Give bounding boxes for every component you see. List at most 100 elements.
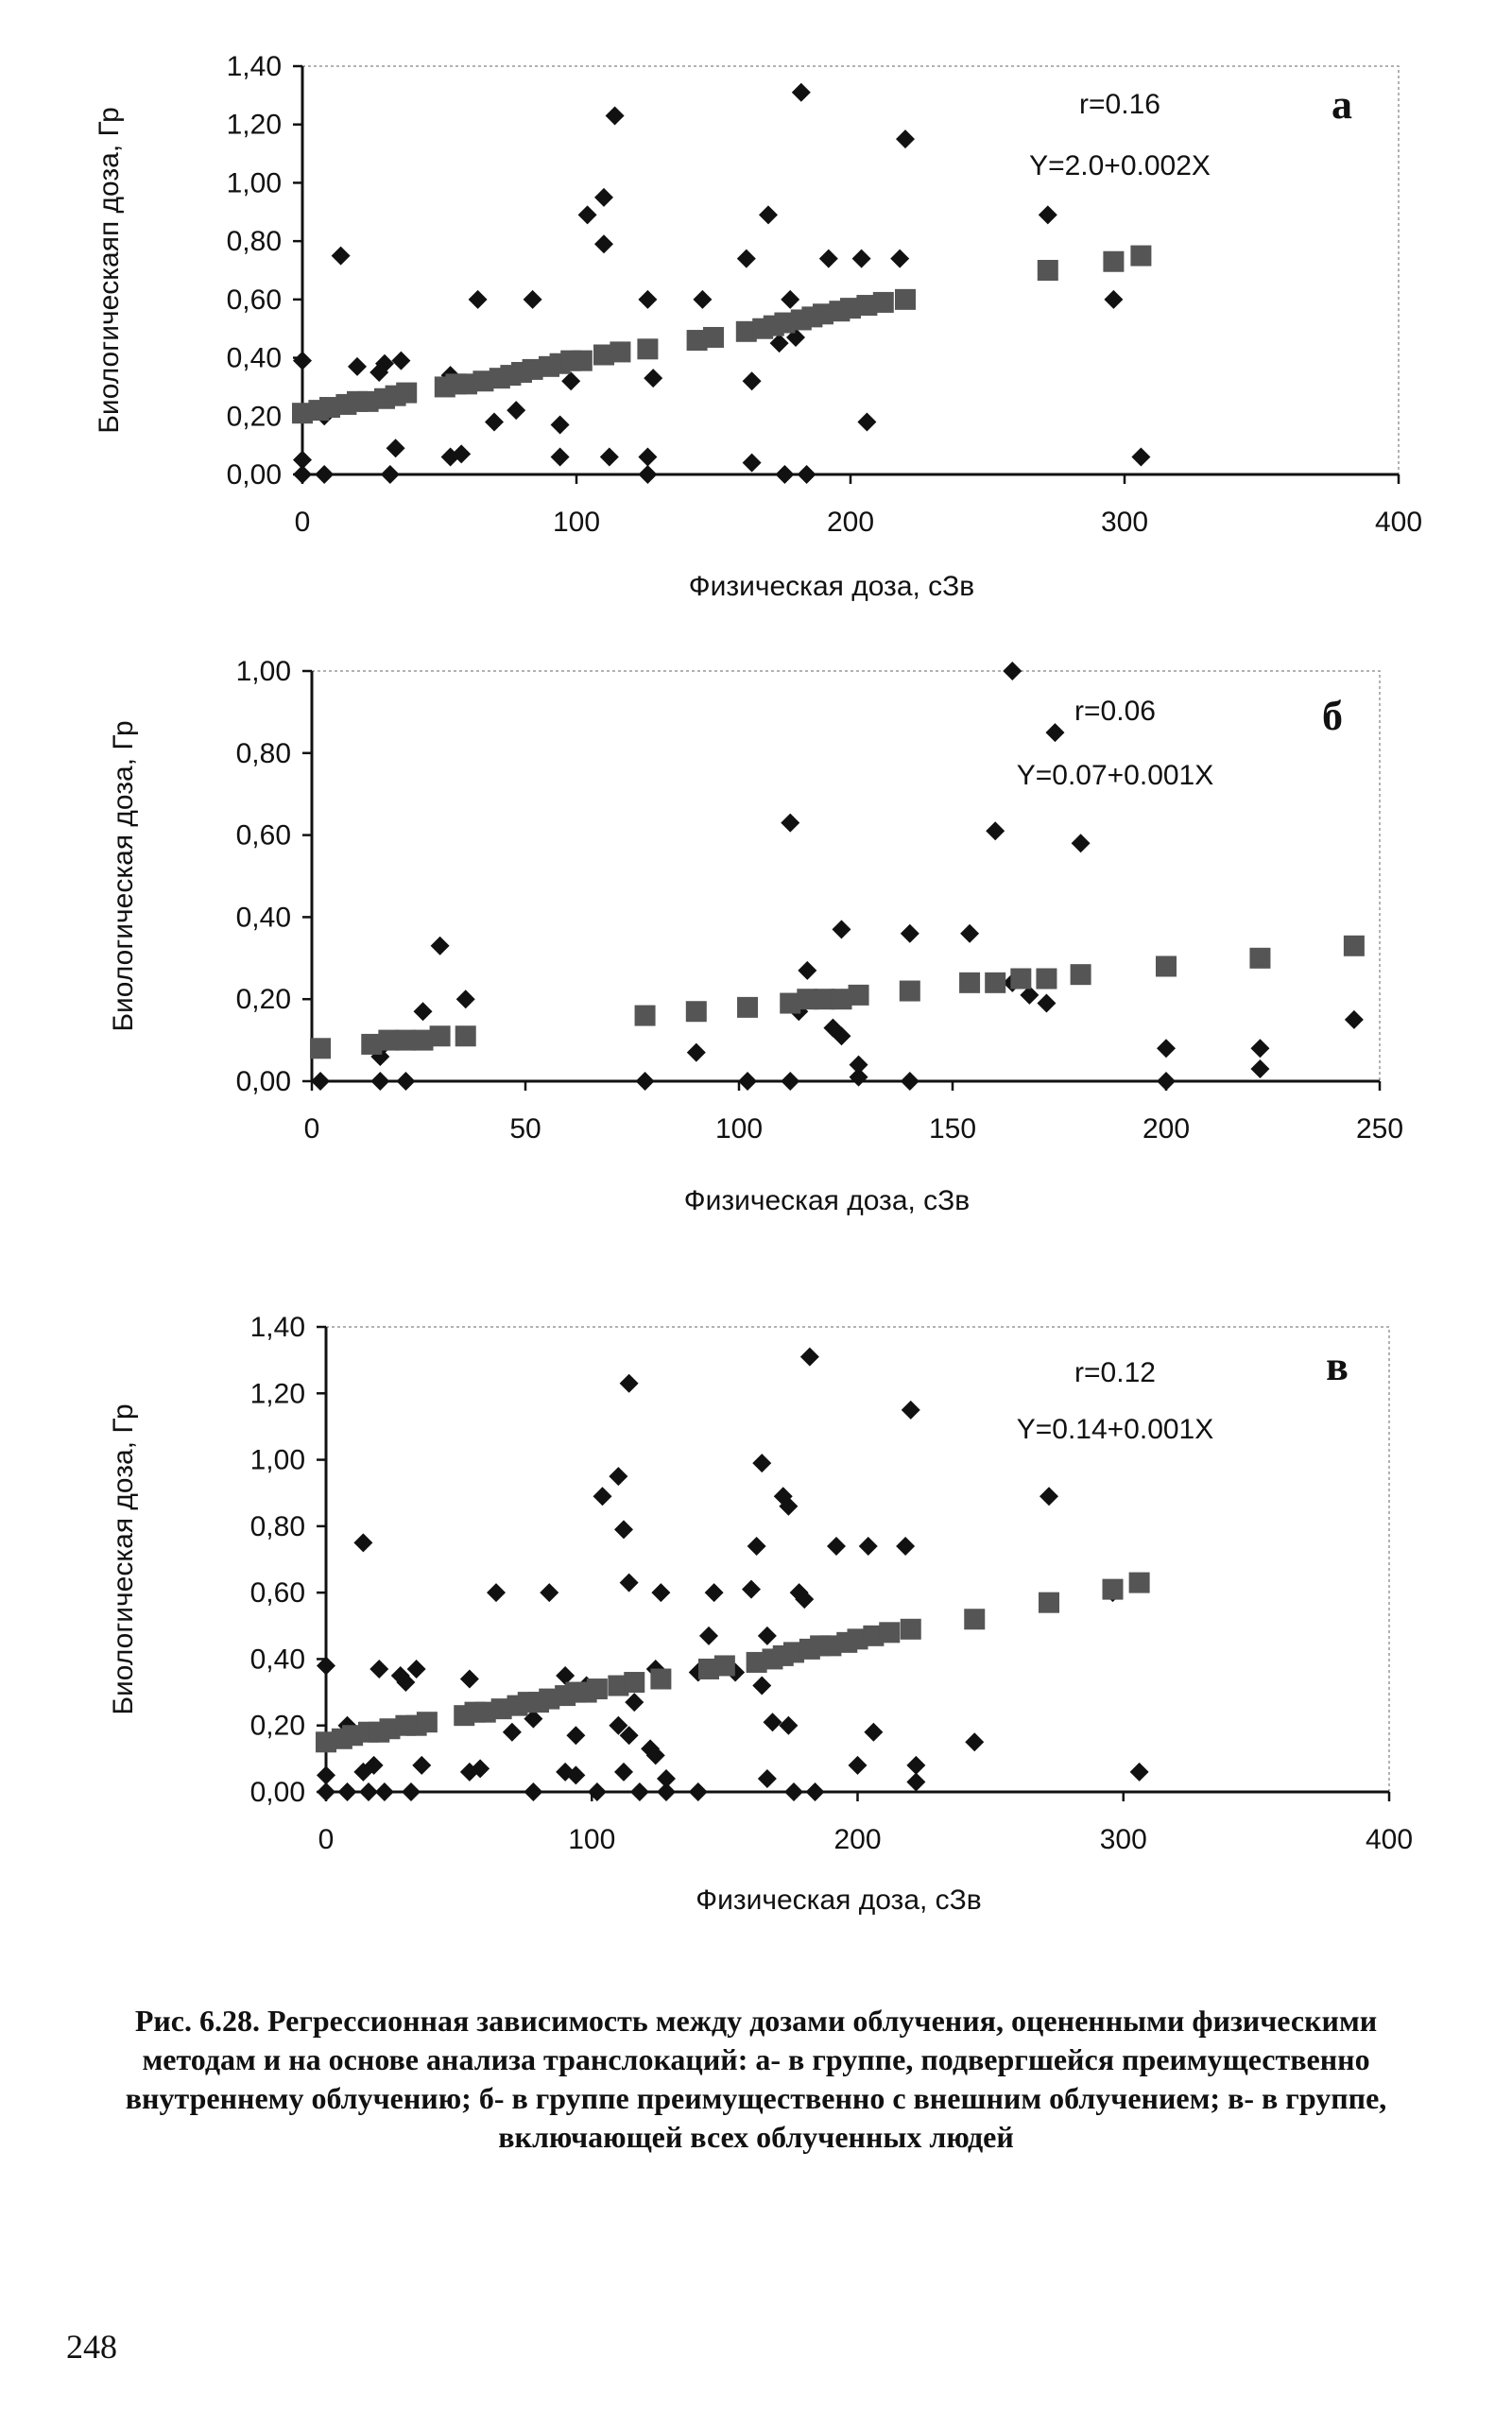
regression-point-square (1037, 260, 1058, 281)
regression-point-square (378, 1029, 400, 1051)
data-point-diamond (901, 1400, 920, 1420)
data-point-diamond (1020, 985, 1040, 1005)
data-point-diamond (638, 465, 658, 484)
data-point-diamond (775, 465, 795, 484)
regression-point-square (900, 1618, 921, 1640)
data-point-diamond (832, 920, 851, 939)
data-point-diamond (906, 1772, 926, 1792)
data-point-diamond (502, 1722, 522, 1742)
data-point-diamond (370, 1072, 390, 1091)
regression-equation: Y=0.14+0.001X (1017, 1414, 1214, 1445)
data-point-diamond (704, 1583, 724, 1603)
x-tick-label: 400 (1366, 1824, 1413, 1855)
data-point-diamond (644, 369, 663, 388)
data-point-diamond (657, 1768, 676, 1788)
correlation-label: r=0.06 (1074, 696, 1156, 727)
plot-area (311, 670, 1381, 1082)
data-point-diamond (594, 234, 613, 254)
regression-equation: Y=0.07+0.001X (1017, 760, 1214, 791)
data-point-diamond (896, 1536, 916, 1556)
data-point-diamond (625, 1693, 644, 1713)
data-point-diamond (896, 129, 915, 149)
data-point-diamond (890, 249, 910, 268)
data-point-diamond (311, 1072, 331, 1091)
x-tick-label: 200 (1143, 1113, 1190, 1145)
regression-point-square (292, 403, 313, 424)
data-point-diamond (523, 289, 542, 309)
data-point-diamond (609, 1715, 628, 1735)
y-axis-title: Биологическаяп доза, Гр (94, 107, 125, 434)
data-point-diamond (757, 1626, 777, 1645)
data-point-diamond (827, 1536, 846, 1556)
data-point-diamond (577, 205, 597, 225)
data-point-diamond (594, 187, 613, 207)
regression-point-square (539, 1688, 560, 1710)
regression-point-square (959, 972, 981, 993)
data-point-diamond (556, 1666, 576, 1685)
regression-point-square (735, 320, 757, 342)
y-tick-label: 0,80 (236, 738, 291, 769)
data-point-diamond (657, 1782, 676, 1801)
data-point-diamond (797, 465, 816, 484)
regression-point-square (396, 382, 418, 404)
data-point-diamond (791, 82, 811, 102)
regression-point-square (1128, 1572, 1150, 1593)
y-tick-label: 0,00 (250, 1777, 305, 1808)
data-point-diamond (864, 1722, 884, 1742)
data-point-diamond (688, 1782, 708, 1801)
data-point-diamond (1038, 205, 1057, 225)
y-tick-label: 0,80 (250, 1511, 305, 1542)
data-point-diamond (641, 1739, 661, 1759)
data-point-diamond (1250, 1039, 1270, 1059)
data-point-diamond (742, 371, 762, 391)
figure-caption: Рис. 6.28. Регрессионная зависимость меж… (76, 2002, 1436, 2157)
regression-point-square (879, 1622, 901, 1644)
y-tick-label: 0,60 (250, 1577, 305, 1609)
y-tick-label: 0,20 (236, 984, 291, 1015)
data-point-diamond (784, 1782, 803, 1801)
y-tick-label: 1,20 (250, 1378, 305, 1409)
data-point-diamond (742, 1579, 761, 1599)
x-axis-title: Физическая доза, сЗв (684, 1185, 970, 1216)
correlation-label: r=0.16 (1079, 89, 1160, 120)
data-point-diamond (906, 1755, 926, 1775)
data-point-diamond (566, 1765, 586, 1785)
regression-point-square (650, 1668, 672, 1690)
regression-point-square (856, 295, 878, 317)
chart-panel-a: 0,00 0,20 0,40 0,60 0,80 1,00 1,20 1,40 0 100 200 3… (94, 51, 1422, 602)
panel-letter: в (1326, 1343, 1349, 1389)
regression-point-square (797, 989, 818, 1010)
regression-point-square (586, 1678, 608, 1700)
regression-point-square (1036, 968, 1057, 990)
x-tick-label: 100 (715, 1113, 763, 1145)
regression-point-square (342, 1725, 364, 1747)
data-point-diamond (556, 1762, 576, 1782)
data-point-diamond (857, 412, 877, 432)
data-point-diamond (293, 465, 312, 484)
y-tick-label: 1,00 (236, 656, 291, 687)
regression-point-square (571, 350, 593, 371)
regression-point-square (713, 1655, 735, 1677)
regression-point-square (848, 984, 869, 1006)
regression-point-square (899, 980, 920, 1002)
y-tick-label: 0,80 (227, 226, 282, 257)
regression-point-square (964, 1609, 986, 1630)
chart-panel-b: 0,00 0,20 0,40 0,60 0,80 1,00 0 50 100 150 200 250 Ф… (108, 656, 1403, 1216)
data-point-diamond (566, 1726, 586, 1746)
data-point-diamond (561, 371, 581, 391)
regression-point-square (863, 1625, 885, 1646)
data-point-diamond (1131, 447, 1151, 467)
data-point-diamond (1157, 1039, 1176, 1059)
data-point-diamond (799, 1347, 819, 1367)
data-point-diamond (795, 1590, 815, 1610)
y-tick-label: 1,40 (227, 51, 282, 82)
data-point-diamond (468, 289, 488, 309)
regression-point-square (490, 1698, 512, 1720)
data-point-diamond (550, 415, 570, 435)
data-point-diamond (396, 1072, 416, 1091)
data-point-diamond (487, 1583, 506, 1603)
data-point-diamond (1344, 1009, 1364, 1029)
data-point-diamond (960, 923, 980, 943)
regression-point-square (624, 1672, 645, 1694)
data-point-diamond (507, 401, 526, 421)
